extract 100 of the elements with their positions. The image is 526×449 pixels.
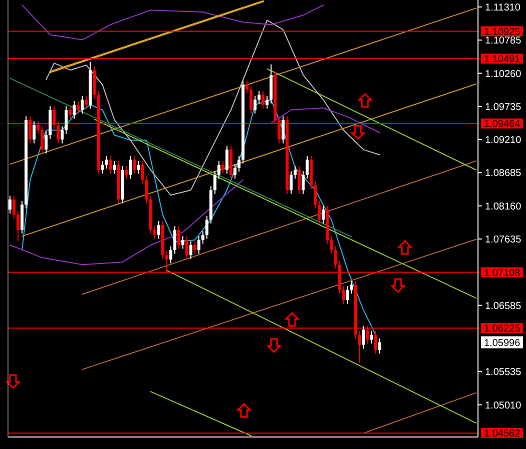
candlestick bbox=[205, 216, 208, 239]
candlestick bbox=[318, 200, 321, 224]
y-tick-label: 1.05535 bbox=[485, 367, 522, 378]
candlestick bbox=[169, 246, 172, 264]
candlestick bbox=[290, 171, 293, 194]
candlestick bbox=[282, 116, 285, 144]
y-tick-label: 1.08685 bbox=[485, 168, 522, 180]
candlestick bbox=[149, 196, 152, 234]
candlestick bbox=[233, 164, 236, 179]
candlestick bbox=[16, 210, 20, 242]
candlestick bbox=[225, 146, 228, 174]
candlestick bbox=[181, 236, 184, 249]
candlestick bbox=[374, 330, 378, 354]
candlestick bbox=[378, 338, 382, 354]
ref-line-label: 1.06225 bbox=[484, 324, 521, 335]
candlestick bbox=[161, 221, 164, 259]
candlestick bbox=[68, 106, 72, 119]
candlestick bbox=[209, 186, 212, 224]
candlestick bbox=[310, 156, 313, 189]
candlestick bbox=[217, 161, 220, 179]
y-tick-label: 1.10785 bbox=[485, 36, 522, 47]
candlestick bbox=[213, 171, 216, 194]
y-tick-label: 1.11310 bbox=[485, 2, 521, 14]
line-series bbox=[10, 179, 244, 266]
candlestick bbox=[44, 131, 48, 154]
candlestick bbox=[125, 166, 128, 179]
candlestick bbox=[177, 226, 180, 249]
candlestick bbox=[197, 236, 200, 254]
candlestick bbox=[370, 330, 374, 344]
y-tick-label: 1.10260 bbox=[485, 68, 522, 80]
candlestick bbox=[330, 236, 333, 254]
y-tick-label: 1.05010 bbox=[485, 400, 522, 412]
candlestick bbox=[254, 96, 257, 114]
candlestick bbox=[72, 101, 76, 119]
ref-line-label: 1.04562 bbox=[484, 428, 521, 440]
candlestick bbox=[242, 80, 244, 164]
ref-line-label: 1.10491 bbox=[484, 54, 521, 66]
candlestick bbox=[350, 281, 353, 294]
candlestick bbox=[137, 161, 140, 174]
candlestick bbox=[237, 156, 240, 172]
candlestick bbox=[8, 196, 12, 214]
candlestick bbox=[306, 156, 309, 179]
ref-line-label: 1.07108 bbox=[484, 268, 521, 279]
candlestick bbox=[294, 166, 297, 179]
line-series bbox=[270, 107, 380, 134]
candlestick bbox=[108, 156, 112, 174]
candlestick bbox=[258, 90, 261, 104]
candlestick bbox=[141, 161, 144, 184]
y-tick-label: 1.08160 bbox=[485, 201, 522, 212]
candlestick bbox=[346, 286, 349, 304]
candlestick bbox=[133, 156, 136, 174]
candlestick bbox=[129, 156, 132, 179]
candlestick bbox=[246, 80, 249, 94]
candlestick bbox=[40, 126, 44, 154]
candlestick bbox=[104, 156, 108, 169]
candlestick bbox=[201, 231, 204, 244]
candlestick bbox=[342, 286, 345, 304]
candlestick bbox=[193, 241, 196, 254]
y-tick-label: 1.06585 bbox=[485, 300, 522, 312]
candlestick bbox=[120, 166, 124, 204]
candlestick bbox=[157, 221, 160, 239]
candlestick bbox=[185, 236, 188, 259]
candlestick bbox=[12, 196, 16, 218]
candlestick bbox=[92, 66, 96, 99]
candlestick bbox=[116, 161, 120, 204]
candlestick bbox=[302, 171, 305, 194]
candlestick bbox=[334, 246, 337, 268]
candlestick bbox=[84, 96, 88, 109]
candlestick bbox=[250, 86, 253, 114]
candlestick bbox=[88, 62, 92, 109]
ref-line-label: 1.10925 bbox=[484, 26, 521, 38]
candlestick bbox=[358, 330, 361, 364]
y-tick-label: 1.09210 bbox=[485, 135, 522, 146]
candlestick bbox=[189, 241, 192, 259]
candlestick bbox=[64, 106, 68, 134]
candlestick bbox=[314, 181, 317, 208]
text: 1.05996 bbox=[484, 338, 521, 349]
candlestick bbox=[24, 116, 28, 208]
line-series bbox=[22, 99, 376, 336]
candlestick bbox=[153, 226, 156, 239]
candlestick bbox=[326, 206, 329, 244]
y-tick-label: 1.07635 bbox=[485, 234, 522, 246]
candlestick bbox=[80, 96, 84, 114]
candlestick bbox=[60, 126, 64, 144]
candlestick bbox=[145, 176, 148, 204]
candlestick bbox=[112, 161, 116, 174]
candlestick bbox=[48, 106, 52, 139]
candlestick bbox=[20, 200, 24, 234]
candlestick bbox=[322, 206, 325, 224]
candlestick bbox=[262, 90, 265, 109]
ref-line-label: 1.09464 bbox=[484, 119, 521, 130]
candlestick bbox=[173, 226, 176, 254]
candlestick bbox=[270, 64, 273, 104]
candlestick bbox=[362, 326, 366, 349]
candlestick bbox=[100, 161, 104, 174]
candlestick bbox=[229, 146, 232, 179]
candlestick bbox=[298, 166, 301, 194]
candlestick bbox=[76, 101, 80, 114]
line-series bbox=[46, 20, 380, 196]
line-series bbox=[22, 4, 324, 40]
